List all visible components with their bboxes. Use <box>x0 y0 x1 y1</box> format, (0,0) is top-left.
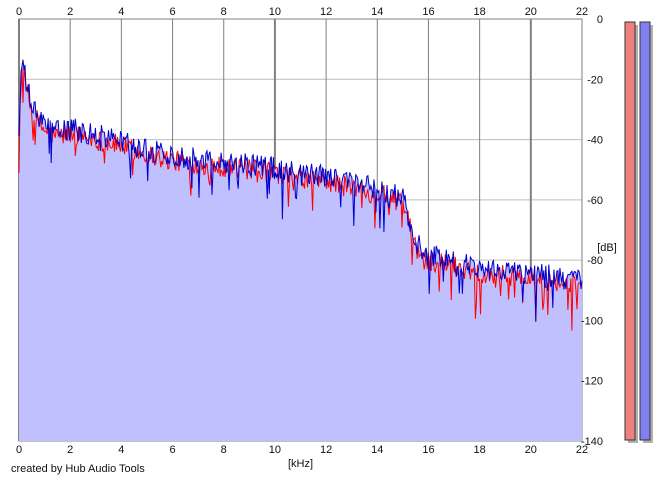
x-tick-label-top: 6 <box>169 6 175 18</box>
x-tick-label-top: 14 <box>371 6 383 18</box>
level-meter-bar <box>624 21 636 441</box>
x-tick-label-top: 8 <box>221 6 227 18</box>
x-tick-label-top: 20 <box>525 6 537 18</box>
x-tick-label-bottom: 16 <box>422 444 434 456</box>
x-tick-label-bottom: 10 <box>269 444 281 456</box>
x-tick-label-bottom: 4 <box>118 444 124 456</box>
x-tick-label-bottom: 22 <box>576 444 588 456</box>
x-tick-label-bottom: 0 <box>16 444 22 456</box>
x-tick-label-top: 0 <box>16 6 22 18</box>
y-axis-label: [dB] <box>597 242 617 254</box>
series-line-right-channel <box>18 59 583 322</box>
x-tick-label-bottom: 6 <box>169 444 175 456</box>
x-tick-label-bottom: 14 <box>371 444 383 456</box>
x-tick-label-top: 2 <box>67 6 73 18</box>
x-tick-label-bottom: 2 <box>67 444 73 456</box>
y-tick-label: -100 <box>581 315 603 327</box>
x-tick-label-top: 10 <box>269 6 281 18</box>
x-tick-label-top: 12 <box>320 6 332 18</box>
x-tick-label-top: 16 <box>422 6 434 18</box>
y-tick-label: 0 <box>597 14 603 26</box>
y-tick-label: -120 <box>581 376 603 388</box>
y-tick-label: -80 <box>587 255 603 267</box>
spectrum-area-fill <box>19 59 582 441</box>
y-tick-label: -140 <box>581 436 603 448</box>
x-tick-label-bottom: 18 <box>474 444 486 456</box>
y-tick-label: -60 <box>587 195 603 207</box>
axis-ticks: 002244668810101212141416161818202022220-… <box>16 6 603 456</box>
y-tick-label: -40 <box>587 135 603 147</box>
x-tick-label-top: 4 <box>118 6 124 18</box>
level-meters <box>624 21 653 443</box>
x-tick-label-bottom: 12 <box>320 444 332 456</box>
x-tick-label-top: 22 <box>576 6 588 18</box>
level-meter-bar <box>639 21 651 441</box>
x-tick-label-top: 18 <box>474 6 486 18</box>
credit-text: created by Hub Audio Tools <box>11 463 145 475</box>
x-tick-label-bottom: 20 <box>525 444 537 456</box>
y-tick-label: -20 <box>587 74 603 86</box>
x-axis-label: [kHz] <box>288 458 313 470</box>
x-tick-label-bottom: 8 <box>221 444 227 456</box>
